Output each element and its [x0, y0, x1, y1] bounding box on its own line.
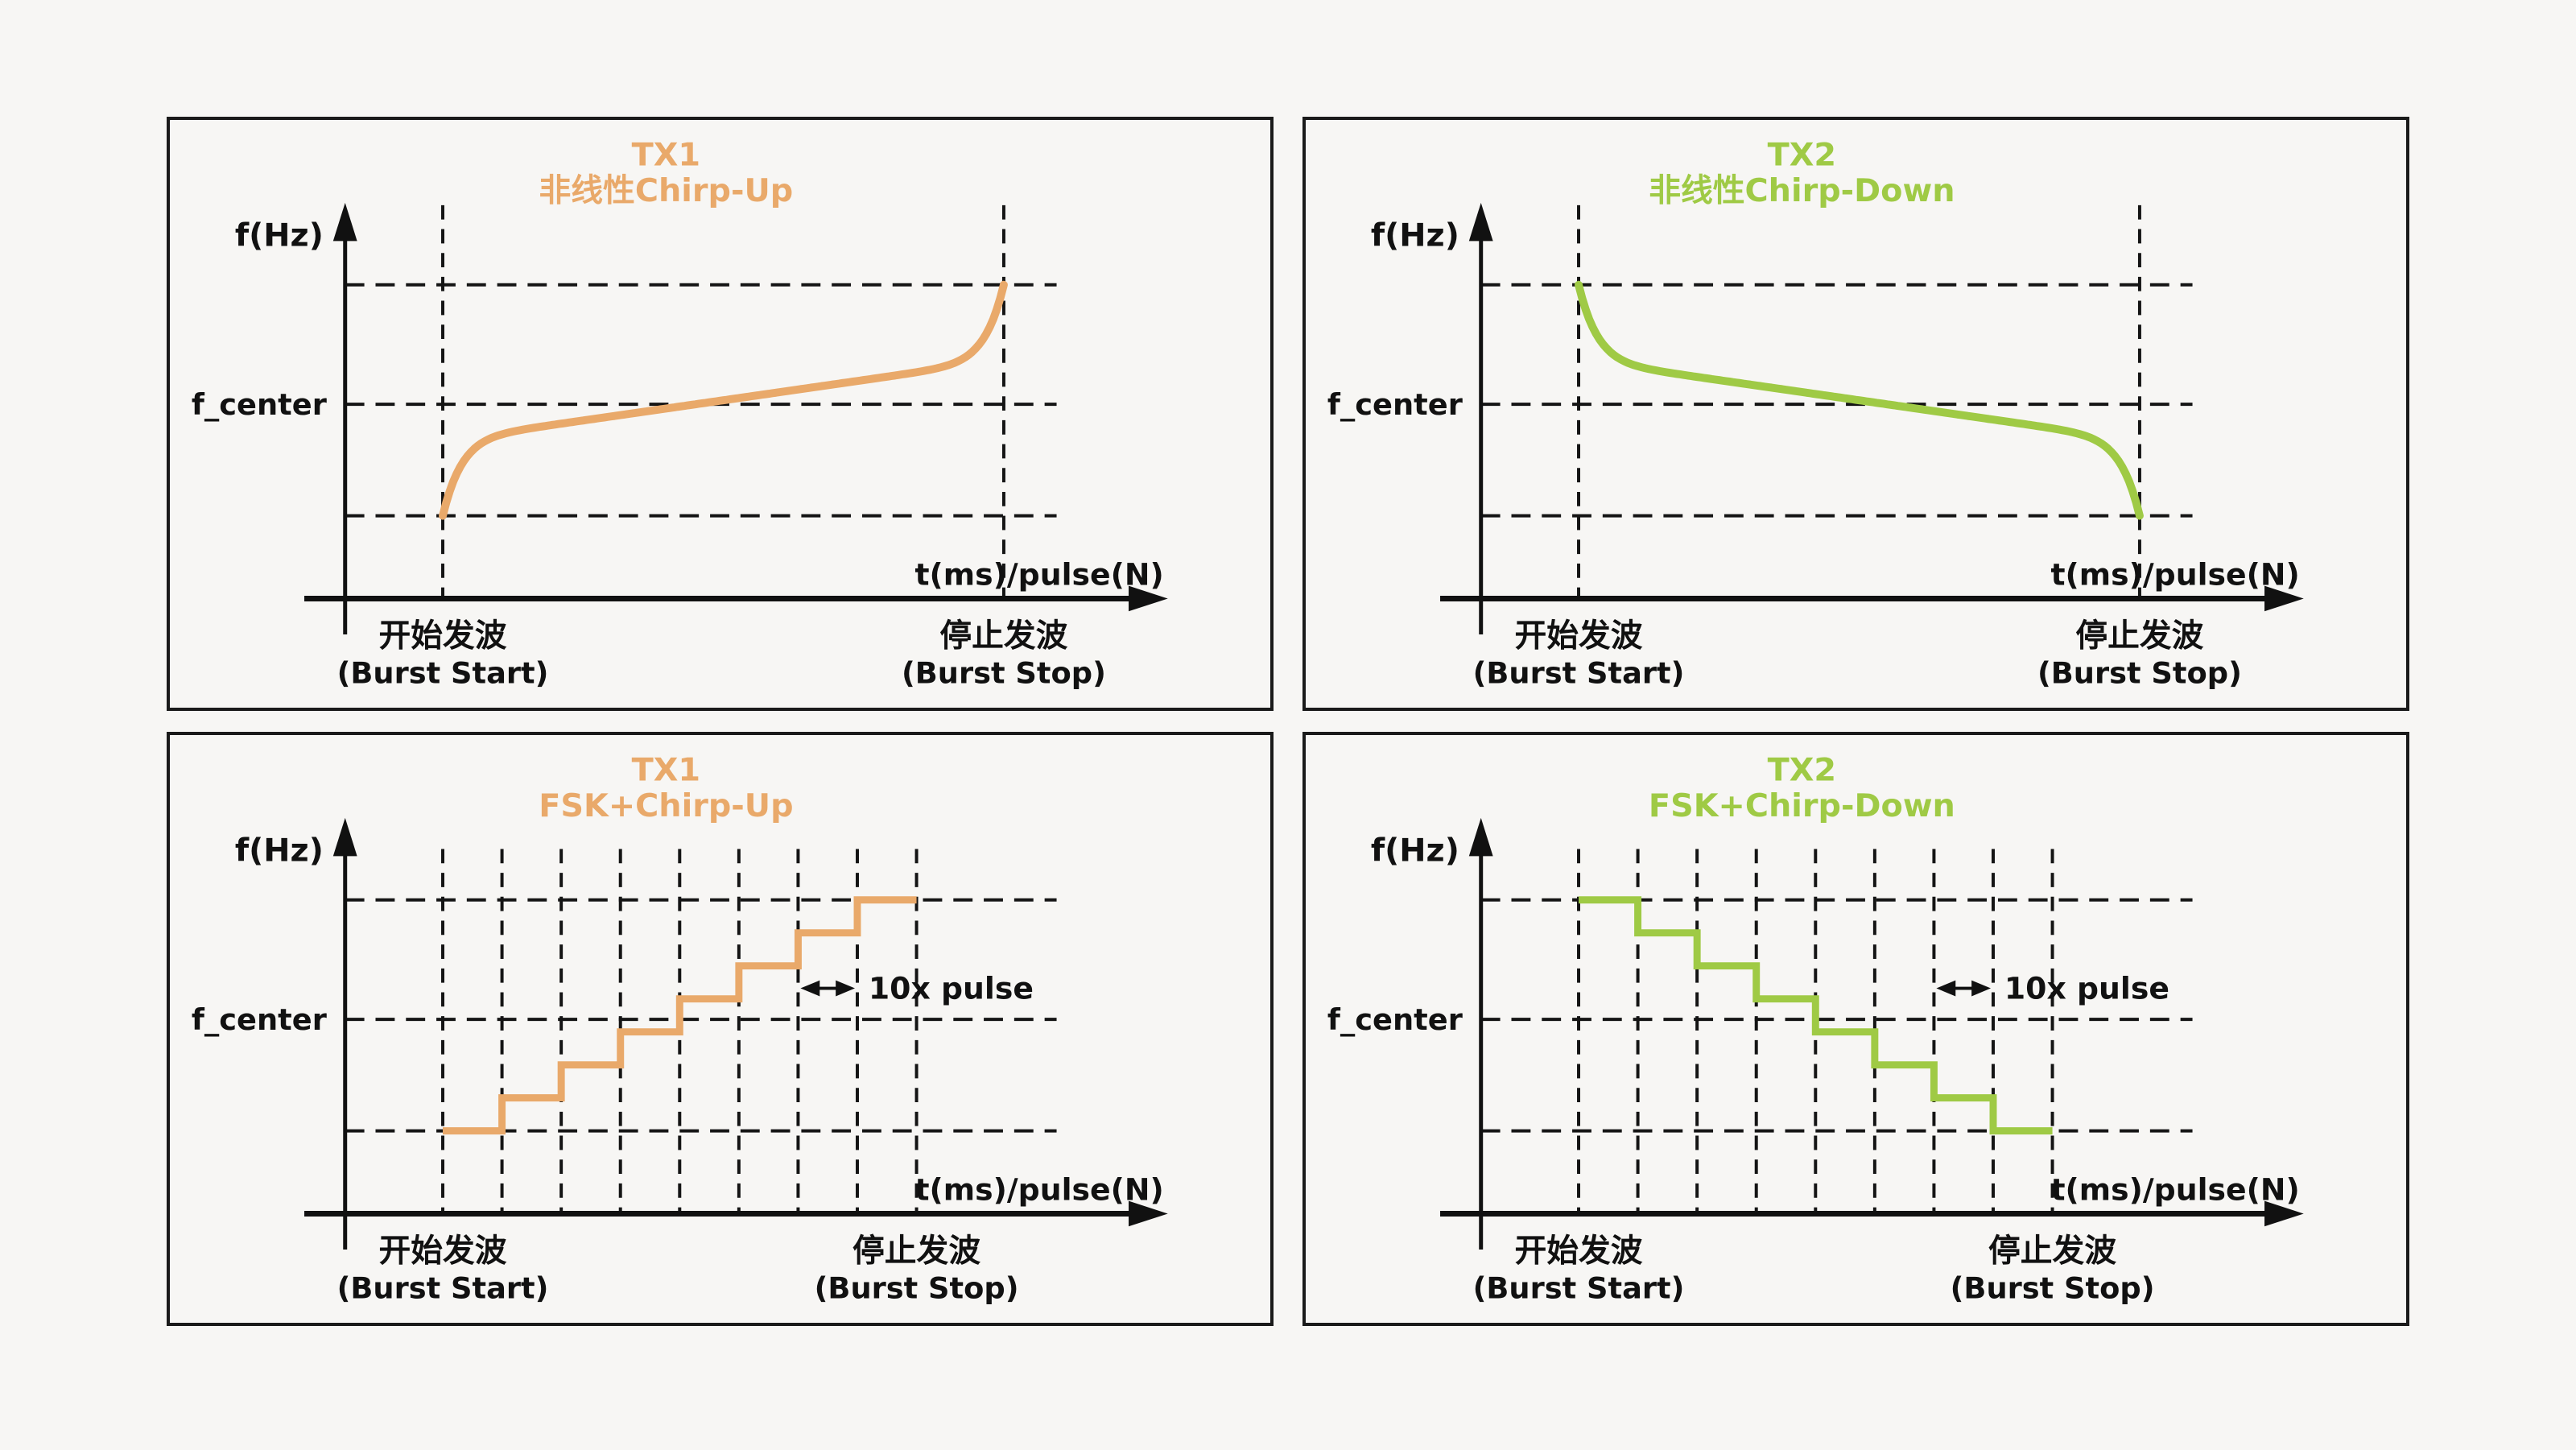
panel-title-line1: TX1: [632, 751, 700, 788]
panel-tx1-nonlinear-chirp-up: TX1 非线性Chirp-Up f(Hz) f_center t(ms)/pulse(N…: [167, 117, 1274, 711]
pulse-span-arrow-left-icon: [800, 980, 820, 997]
y-axis-arrow-icon: [332, 202, 357, 242]
panel-title-line2: 非线性Chirp-Up: [539, 172, 794, 209]
f-center-label: f_center: [192, 387, 327, 422]
y-axis-arrow-icon: [332, 817, 357, 857]
burst-stop-label-cn: 停止发波: [939, 618, 1067, 655]
burst-stop-label-en: (Burst Stop): [815, 1270, 1019, 1305]
y-axis-arrow-icon: [1468, 817, 1493, 857]
pulse-span-label: 10x pulse: [869, 971, 1034, 1006]
x-axis-arrow-icon: [2264, 585, 2304, 612]
burst-start-label-cn: 开始发波: [1515, 1233, 1643, 1270]
pulse-span-arrow-right-icon: [836, 980, 856, 997]
chirp-curve: [1575, 280, 2144, 520]
x-axis-arrow-icon: [2264, 1200, 2304, 1227]
pulse-span-arrow-left-icon: [1936, 980, 1956, 997]
y-axis-label: f(Hz): [235, 217, 324, 254]
panel-title-line2: 非线性Chirp-Down: [1649, 172, 1955, 209]
f-center-label: f_center: [1327, 387, 1463, 422]
burst-stop-label-en: (Burst Stop): [902, 655, 1106, 690]
burst-start-label-en: (Burst Start): [1473, 1270, 1685, 1305]
burst-start-label-en: (Burst Start): [1473, 655, 1685, 690]
pulse-span-arrow-right-icon: [1971, 980, 1992, 997]
panel-tx2-nonlinear-chirp-down: TX2 非线性Chirp-Down f(Hz) f_center t(ms)/pulse…: [1302, 117, 2409, 711]
panel-title-line2: FSK+Chirp-Up: [539, 787, 793, 824]
fsk-staircase-curve: [443, 896, 917, 1135]
f-center-label: f_center: [1327, 1002, 1463, 1037]
burst-stop-label-en: (Burst Stop): [1951, 1270, 2155, 1305]
f-center-label: f_center: [192, 1002, 327, 1037]
x-axis-arrow-icon: [1129, 585, 1168, 612]
burst-stop-label-cn: 停止发波: [2075, 618, 2203, 655]
pulse-span-label: 10x pulse: [2004, 971, 2169, 1006]
y-axis-label: f(Hz): [1371, 832, 1459, 869]
y-axis-label: f(Hz): [235, 832, 324, 869]
burst-start-label-cn: 开始发波: [1515, 618, 1643, 655]
y-axis-label: f(Hz): [1371, 217, 1459, 254]
burst-stop-label-cn: 停止发波: [852, 1233, 980, 1270]
x-axis-arrow-icon: [1129, 1200, 1168, 1227]
panel-tx1-fsk-chirp-up: 10x pulse TX1 FSK+Chirp-Up f(Hz) f_center t(m…: [167, 732, 1274, 1326]
chirp-curve: [439, 280, 1008, 520]
burst-start-label-en: (Burst Start): [337, 1270, 549, 1305]
x-axis-label: t(ms)/pulse(N): [2050, 1172, 2299, 1208]
x-axis-label: t(ms)/pulse(N): [914, 557, 1163, 593]
panel-title-line2: FSK+Chirp-Down: [1649, 787, 1955, 824]
panel-title-line1: TX2: [1768, 136, 1836, 173]
y-axis-arrow-icon: [1468, 202, 1493, 242]
panel-title-line1: TX2: [1768, 751, 1836, 788]
burst-stop-label-cn: 停止发波: [1988, 1233, 2116, 1270]
x-axis-label: t(ms)/pulse(N): [914, 1172, 1163, 1208]
fsk-staircase-curve: [1579, 896, 2053, 1135]
burst-stop-label-en: (Burst Stop): [2037, 655, 2242, 690]
panel-title-line1: TX1: [632, 136, 700, 173]
burst-start-label-cn: 开始发波: [379, 1233, 507, 1270]
burst-start-label-en: (Burst Start): [337, 655, 549, 690]
burst-start-label-cn: 开始发波: [379, 618, 507, 655]
x-axis-label: t(ms)/pulse(N): [2050, 557, 2299, 593]
